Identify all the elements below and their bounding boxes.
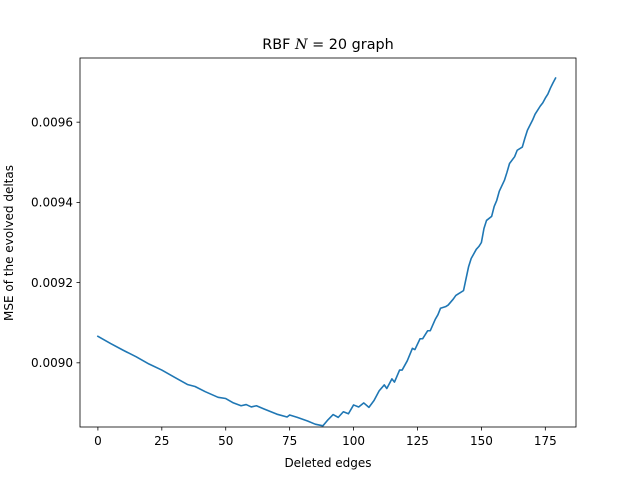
x-tick-label: 25 xyxy=(154,434,169,448)
y-axis: 0.0090 0.0092 0.0094 0.0096 xyxy=(31,115,80,370)
axes-frame xyxy=(79,57,577,428)
x-tick-label: 100 xyxy=(342,434,365,448)
y-axis-label: MSE of the evolved deltas xyxy=(2,165,16,321)
x-axis-label: Deleted edges xyxy=(284,456,371,470)
y-tick-label: 0.0092 xyxy=(31,276,73,290)
title-suffix: = 20 graph xyxy=(308,37,394,53)
x-tick-label: 0 xyxy=(94,434,102,448)
series-line xyxy=(96,76,557,427)
plot-area xyxy=(96,76,557,427)
y-tick-label: 0.0096 xyxy=(31,115,73,129)
title-prefix: RBF xyxy=(262,37,295,53)
x-tick-label: 75 xyxy=(282,434,297,448)
x-tick-label: 125 xyxy=(406,434,429,448)
y-tick-label: 0.0090 xyxy=(31,356,73,370)
x-tick-label: 175 xyxy=(534,434,557,448)
title-variable: N xyxy=(294,37,308,53)
chart-title: RBF N = 20 graph xyxy=(262,37,394,53)
x-tick-label: 150 xyxy=(470,434,493,448)
y-tick-label: 0.0094 xyxy=(31,196,73,210)
x-axis: 0 25 50 75 100 125 150 175 xyxy=(94,427,557,448)
x-tick-label: 50 xyxy=(218,434,233,448)
